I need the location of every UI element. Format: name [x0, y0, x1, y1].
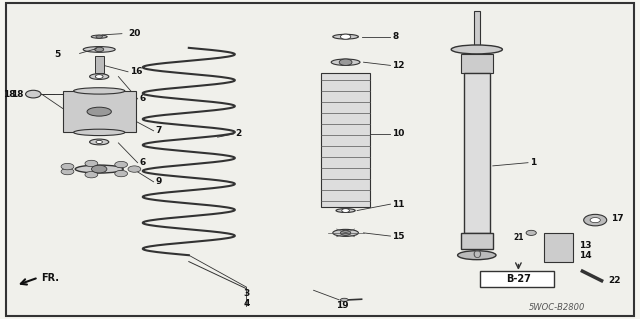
Circle shape [95, 75, 103, 78]
Circle shape [340, 34, 351, 39]
Ellipse shape [90, 74, 109, 79]
Ellipse shape [333, 229, 358, 236]
Polygon shape [63, 91, 136, 132]
FancyBboxPatch shape [6, 3, 634, 316]
Text: 17: 17 [611, 214, 624, 223]
Circle shape [92, 165, 107, 173]
Circle shape [590, 218, 600, 223]
Bar [461, 233, 493, 249]
Text: 14: 14 [579, 251, 592, 260]
Ellipse shape [74, 88, 125, 94]
Circle shape [115, 161, 127, 168]
Circle shape [95, 47, 104, 52]
Circle shape [85, 160, 98, 167]
Circle shape [61, 168, 74, 175]
Text: 15: 15 [392, 232, 405, 241]
Circle shape [85, 172, 98, 178]
Text: 4: 4 [243, 299, 250, 308]
Polygon shape [544, 233, 573, 262]
Bar [95, 56, 104, 73]
Text: 18: 18 [3, 90, 16, 99]
Bar [474, 11, 480, 49]
Text: 22: 22 [608, 276, 621, 285]
Ellipse shape [340, 298, 348, 301]
Circle shape [26, 90, 41, 98]
Text: 13: 13 [579, 241, 592, 250]
Text: 8: 8 [392, 32, 399, 41]
Text: 7: 7 [156, 126, 162, 135]
Ellipse shape [333, 34, 358, 39]
Circle shape [61, 163, 74, 170]
Text: 6: 6 [140, 158, 146, 167]
Text: FR.: FR. [42, 272, 60, 283]
Text: 5WOC-B2800: 5WOC-B2800 [529, 303, 585, 312]
FancyBboxPatch shape [480, 271, 554, 287]
Text: B-27: B-27 [506, 274, 531, 284]
Bar [464, 73, 490, 233]
Text: 11: 11 [392, 200, 405, 209]
Circle shape [526, 230, 536, 235]
Bar [461, 54, 493, 73]
Text: 19: 19 [336, 301, 349, 310]
Circle shape [584, 214, 607, 226]
Text: 12: 12 [392, 61, 405, 70]
Ellipse shape [74, 129, 125, 136]
Text: 16: 16 [130, 67, 143, 76]
Text: 10: 10 [392, 130, 404, 138]
Text: 5: 5 [54, 50, 61, 59]
Circle shape [96, 35, 102, 38]
Circle shape [340, 230, 351, 235]
Ellipse shape [336, 209, 355, 212]
Circle shape [96, 140, 102, 144]
Ellipse shape [90, 139, 109, 145]
Text: 3: 3 [243, 289, 250, 298]
Text: 18: 18 [11, 90, 24, 99]
Text: O: O [472, 250, 481, 260]
Ellipse shape [458, 251, 496, 260]
Text: 1: 1 [530, 158, 536, 167]
Polygon shape [321, 73, 370, 207]
Circle shape [342, 209, 349, 212]
Ellipse shape [87, 107, 111, 116]
Text: 9: 9 [156, 177, 162, 186]
Ellipse shape [451, 45, 502, 54]
Text: 20: 20 [128, 29, 140, 38]
Circle shape [115, 170, 127, 177]
Text: 6: 6 [140, 94, 146, 103]
Ellipse shape [83, 47, 115, 52]
Ellipse shape [76, 165, 123, 173]
Circle shape [128, 166, 141, 172]
Circle shape [339, 59, 352, 65]
Ellipse shape [92, 35, 108, 38]
Text: 21: 21 [513, 233, 524, 242]
Text: 2: 2 [236, 130, 242, 138]
Ellipse shape [332, 59, 360, 65]
